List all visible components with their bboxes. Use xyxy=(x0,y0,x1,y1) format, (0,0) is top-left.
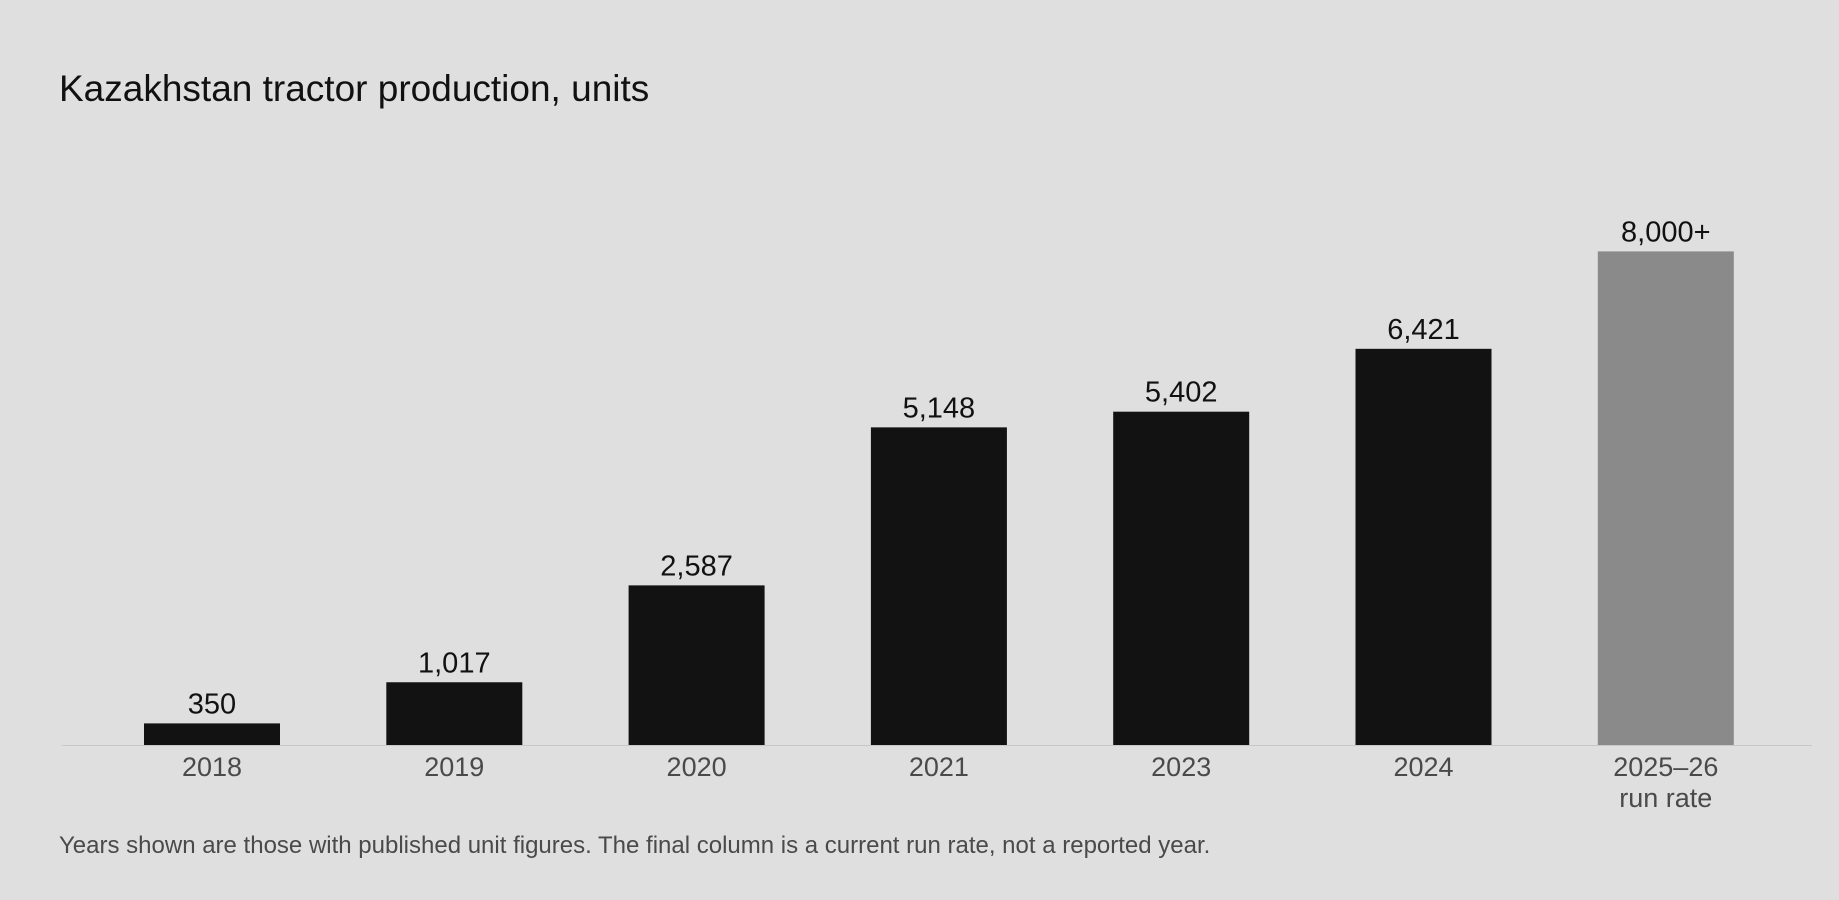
x-tick-label: 2019 xyxy=(424,752,484,782)
bar xyxy=(870,427,1007,745)
x-tick-label: 2023 xyxy=(1151,752,1211,782)
data-label: 350 xyxy=(188,688,236,720)
chart-footnote: Years shown are those with published uni… xyxy=(59,832,1211,859)
data-label: 2,587 xyxy=(660,550,733,582)
bar xyxy=(1113,411,1250,745)
x-tick-label: 2018 xyxy=(182,752,242,782)
x-tick-label: 2020 xyxy=(667,752,727,782)
x-tick-label: 2025–26 xyxy=(1613,752,1718,782)
x-tick-label: 2024 xyxy=(1393,752,1453,782)
chart-title: Kazakhstan tractor production, units xyxy=(59,68,650,109)
data-label: 8,000+ xyxy=(1621,216,1711,248)
x-tick-label: 2021 xyxy=(909,752,969,782)
bar xyxy=(1597,251,1734,745)
x-tick-label: run rate xyxy=(1619,783,1712,813)
bar xyxy=(386,682,523,745)
bar xyxy=(628,585,765,745)
data-label: 6,421 xyxy=(1387,314,1460,346)
bar xyxy=(1355,348,1492,745)
data-label: 1,017 xyxy=(418,647,491,679)
data-label: 5,148 xyxy=(903,392,976,424)
bar xyxy=(144,723,280,745)
data-label: 5,402 xyxy=(1145,377,1218,409)
